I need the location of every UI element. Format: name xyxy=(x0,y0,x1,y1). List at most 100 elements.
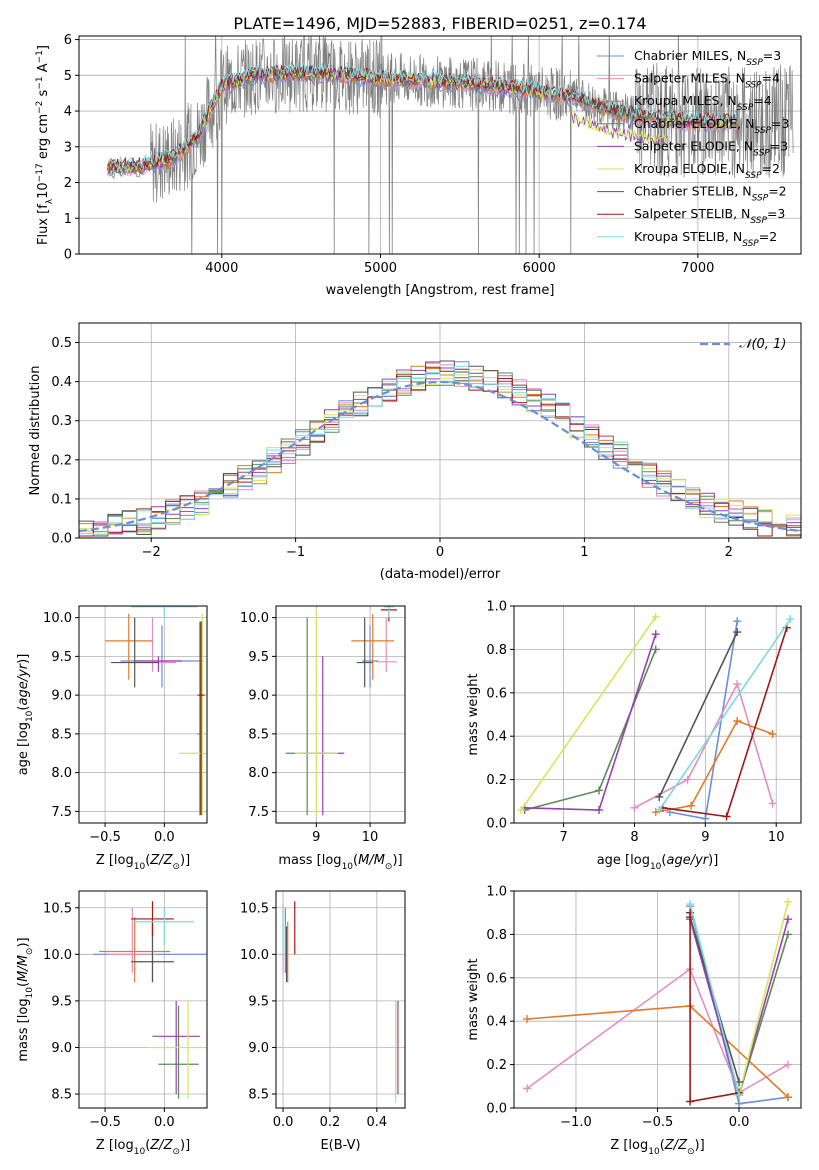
weight_vs_age-ylabel: mass weight xyxy=(466,673,481,755)
spectrum-ytick-label: 1 xyxy=(64,212,72,227)
weight-marker-kroupa-miles xyxy=(733,717,742,726)
spectrum-ylabel-part: Flux [f xyxy=(36,204,51,245)
residuals-xtick-label: 1 xyxy=(580,545,588,560)
mass_vs_Z-ylabel: mass [log10(M/M⊙)] xyxy=(16,937,35,1061)
legend-entry-sub: SSP xyxy=(753,148,770,158)
age_vs_mass-xlabel-part: M xyxy=(374,853,385,868)
mass_vs_ebv-xlabel: E(B-V) xyxy=(320,1138,360,1153)
age_vs_Z-xlabel-part: ( xyxy=(145,853,150,868)
weight_vs_age-xlabel-part: yr xyxy=(694,853,710,868)
mass_vs_Z-ylabel-part: ( xyxy=(16,982,31,987)
legend-entry: Chabrier ELODIE, NSSP=3 xyxy=(634,116,789,136)
legend-entry-sub: SSP xyxy=(742,239,759,249)
mass_vs_ebv-xtick-label: 0.0 xyxy=(273,1115,294,1130)
mass_vs_Z-ytick-label: 10.5 xyxy=(43,901,72,916)
weight_vs_age-ytick-label: 0.0 xyxy=(486,817,507,832)
legend-entry-label: Chabrier MILES, N xyxy=(634,48,746,63)
mass_vs_Z-panel: −0.5 0.08.59.09.510.010.5Z [log10(Z/Z⊙)]m… xyxy=(16,890,208,1157)
age_vs_mass-frame xyxy=(275,605,406,824)
weight-marker-kroupa-miles xyxy=(687,801,696,810)
age_vs_Z-ytick-label: 7.5 xyxy=(51,805,72,820)
spectrum-ytick-label: 4 xyxy=(64,105,72,120)
mass_vs_Z-ytick-label: 8.5 xyxy=(51,1088,72,1103)
legend-entry: Chabrier STELIB, NSSP=2 xyxy=(634,184,787,204)
mass_vs_Z-ylabel-part: M xyxy=(16,955,31,966)
age_vs_Z-xlabel-part: 10 xyxy=(134,862,146,872)
spectrum-panel: 4000 5000 6000 7000 0 1 2 3 4 5 6 Chabrier MILES, N… xyxy=(35,33,802,298)
legend-entry-tail: =3 xyxy=(763,48,781,63)
age_vs_Z-ytick-label: 8.0 xyxy=(51,766,72,781)
mass_vs_Z-ylabel-part: )] xyxy=(16,937,31,947)
age_vs_mass-xtick-label: 10 xyxy=(362,830,379,845)
age_vs_Z-xtick-label: −0.5 xyxy=(89,830,121,845)
age_vs_Z-ytick-label: 9.5 xyxy=(51,650,72,665)
weight-marker-chabrier-miles xyxy=(733,617,742,626)
weight_vs_Z-frame xyxy=(513,890,802,1109)
weight_vs_Z-xlabel-part: ⊙ xyxy=(687,1147,695,1157)
weight-marker-chabrier-elodie xyxy=(651,645,660,654)
weight-line-kroupa-elodie xyxy=(738,901,789,1096)
spectrum-xlabel: wavelength [Angstrom, rest frame] xyxy=(326,283,555,298)
spectrum-ylabel-part: A xyxy=(36,63,51,76)
weight-marker-kroupa-stelib xyxy=(735,1090,744,1099)
legend-entry-sub: SSP xyxy=(745,171,762,181)
residual-histogram-chabrier-stelib xyxy=(79,360,801,537)
weight_vs_age-xlabel-part: 10 xyxy=(650,862,662,872)
weight_vs_Z-plot-area xyxy=(523,897,792,1108)
weight_vs_Z-xlabel-part: 10 xyxy=(648,1147,660,1157)
spectrum-ylabel-part: 10 xyxy=(36,182,51,199)
weight_vs_Z-xtick-label: 0.0 xyxy=(729,1115,750,1130)
weight-marker-salpeter-stelib xyxy=(722,812,731,821)
mass_vs_Z-ytick-label: 9.5 xyxy=(51,994,72,1009)
legend-entry-label: Salpeter STELIB, N xyxy=(634,206,750,221)
age_vs_mass-xtick-label: 9 xyxy=(312,830,320,845)
weight-marker-kroupa-elodie xyxy=(783,897,792,906)
spectrum-ytick-label: 6 xyxy=(64,33,72,48)
weight_vs_age-plot-area xyxy=(517,612,795,823)
normal-legend-label: 𝒩(0, 1) xyxy=(739,337,786,352)
weight-line-chabrier-stelib xyxy=(658,631,738,798)
legend-entry: Kroupa MILES, NSSP=4 xyxy=(634,93,772,113)
age_vs_mass-ytick-label: 8.0 xyxy=(248,766,269,781)
age_vs_Z-ylabel-part: yr xyxy=(16,662,31,678)
age_vs_Z-xlabel-part: Z [log xyxy=(96,853,134,868)
mass_vs_Z-xlabel-part: )] xyxy=(180,1138,190,1153)
age_vs_Z-plot-area xyxy=(105,606,207,816)
weight_vs_Z-xtick-label: −0.5 xyxy=(642,1115,674,1130)
legend-entry-label: Chabrier STELIB, N xyxy=(634,184,752,199)
weight-marker-salpeter-miles xyxy=(733,680,742,689)
mass_vs_Z-xlabel: Z [log10(Z/Z⊙)] xyxy=(96,1138,190,1157)
weight-line-kroupa-elodie xyxy=(520,616,657,811)
mass_vs_Z-xlabel-part: ⊙ xyxy=(172,1147,180,1157)
residuals-ytick-label: 0.4 xyxy=(51,375,72,390)
residuals-xlabel: (data-model)/error xyxy=(380,567,501,582)
mass_vs_ebv-xlabel-part: E(B-V) xyxy=(320,1138,360,1153)
weight-marker-kroupa-stelib xyxy=(786,615,795,624)
mass_vs_ebv-ytick-label: 10.0 xyxy=(240,948,269,963)
residuals-plot-area xyxy=(79,360,801,537)
mass_vs_Z-ylabel-part: M/ xyxy=(16,965,31,982)
spectrum-ylabel-part: −17 xyxy=(35,163,45,182)
weight_vs_age-xlabel-part: age/ xyxy=(666,853,696,868)
legend-entry-sub: SSP xyxy=(745,81,762,91)
weight_vs_age-xtick-label: 10 xyxy=(768,830,785,845)
weight_vs_age-grid xyxy=(514,605,801,824)
residuals-ytick-label: 0.3 xyxy=(51,414,72,429)
legend-entry-tail: =2 xyxy=(759,229,777,244)
mass_vs_Z-xlabel-part: Z [log xyxy=(96,1138,134,1153)
weight_vs_Z-ytick-label: 0.8 xyxy=(486,928,507,943)
weight-marker-chabrier-elodie xyxy=(595,786,604,795)
weight-line-kroupa-stelib xyxy=(689,903,740,1096)
mass_vs_Z-plot-area xyxy=(93,901,207,1099)
spectrum-ytick-label: 3 xyxy=(64,140,72,155)
mass_vs_ebv-panel: 0.0 0.2 0.4 8.5 9.0 9.5 10.0 10.5 E(B-V) xyxy=(240,890,406,1153)
legend-entry-tail: =4 xyxy=(753,93,771,108)
weight_vs_Z-xlabel-part: )] xyxy=(695,1138,705,1153)
legend-entry-tail: =3 xyxy=(770,138,788,153)
figure-title: PLATE=1496, MJD=52883, FIBERID=0251, z=0… xyxy=(233,14,646,33)
legend-entry-label: Kroupa MILES, N xyxy=(634,93,737,108)
weight_vs_age-ytick-label: 0.2 xyxy=(486,773,507,788)
